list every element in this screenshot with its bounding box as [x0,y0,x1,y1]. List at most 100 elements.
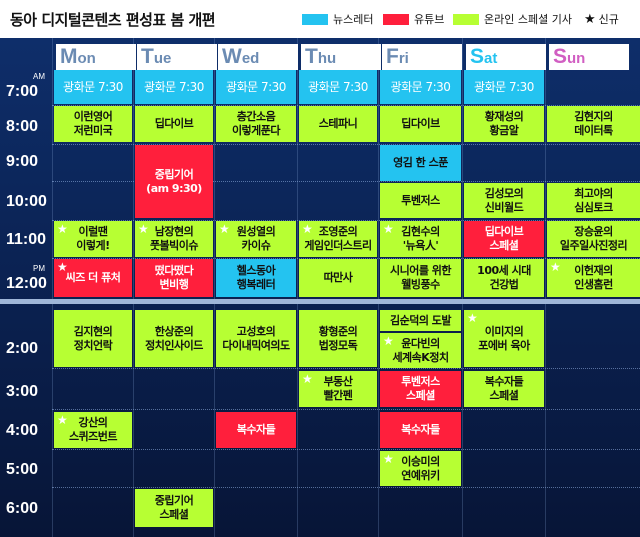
program-block[interactable]: ★ 조영준의 게임인더스트리 [299,221,377,257]
time-label: 11:00 [6,231,47,248]
program-block[interactable]: 황재성의 황금알 [464,106,544,142]
program-block[interactable]: ★ 원성열의 카이슈 [216,221,296,257]
legend-label: 유튜브 [414,13,445,26]
program-block[interactable]: 딥다이브 [135,106,213,142]
day-header-sat: Sat [466,44,546,70]
program-block[interactable]: 층간소음 이렇게푼다 [216,106,296,142]
time-label: 10:00 [6,193,47,210]
program-block[interactable]: 시니어를 위한 웰빙풍수 [380,259,461,297]
program-block[interactable]: 헬스동아 행복레터 [216,259,296,297]
program-block[interactable]: ★ 남장현의 풋볼빅이슈 [135,221,213,257]
legend-label: 뉴스레터 [333,13,374,26]
program-block[interactable]: 광화문 7:30 [299,70,377,104]
legend-item-youtube: 유튜브 [383,11,444,27]
time-label: 4:00 [6,422,39,439]
program-block[interactable]: 고성호의 다이내믹여의도 [216,310,296,367]
column-divider [545,38,546,537]
time-label: 7:00 [6,83,39,100]
program-block[interactable]: 광화문 7:30 [464,70,544,104]
time-label: 12:00 [6,275,47,292]
program-block[interactable]: 김지현의 정치언락 [54,310,132,367]
program-block[interactable]: 중립기어 (am 9:30) [135,145,213,218]
legend-item-online-special: 온라인 스페셜 기사 [453,11,572,27]
page-title: 동아 디지털콘텐츠 편성표 봄 개편 [10,11,216,29]
star-icon: ★ [219,222,230,236]
program-block[interactable]: 영김 한 스푼 [380,145,461,181]
program-block[interactable]: 딥다이브 [380,106,461,142]
program-block[interactable]: 스테파니 [299,106,377,142]
star-icon: ★ [383,452,394,466]
star-icon: ★ [383,334,394,348]
program-block[interactable]: ★ 부동산 빨간펜 [299,371,377,407]
time-label: 3:00 [6,383,39,400]
hour-line [52,449,640,450]
star-icon: ★ [302,222,313,236]
program-block[interactable]: 복수자들 [380,412,461,448]
column-divider [133,38,134,537]
program-block[interactable]: 100세 시대 건강법 [464,259,544,297]
program-block[interactable]: 복수자들 스페셜 [464,371,544,407]
program-block[interactable]: ★ 이헌재의 인생홈런 [547,259,640,297]
program-block[interactable]: 김성모의 신비월드 [464,183,544,218]
program-block[interactable]: 중립기어 스페셜 [135,489,213,527]
program-block[interactable]: ★ 윤다빈의 세계속K정치 [380,333,461,368]
time-label: 2:00 [6,340,39,357]
program-block[interactable]: 이런영어 저런미국 [54,106,132,142]
legend-item-newsletter: 뉴스레터 [302,11,373,27]
star-icon: ★ [57,222,68,236]
legend-label: 신규 [598,13,619,26]
day-header-tue: Tue [137,44,217,70]
time-label: 9:00 [6,153,39,170]
program-block[interactable]: 장승윤의 일주일사진정리 [547,221,640,257]
legend-swatch-cyan [302,13,328,25]
schedule-grid: Mon Tue Wed Thu Fri Sat Sun AM 7:00 8:00… [0,38,640,537]
program-block[interactable]: 떴다떴다 변비행 [135,259,213,297]
program-block[interactable]: ★ 이럴땐 이렇게! [54,221,132,257]
hour-line [52,409,640,410]
program-block[interactable]: 투벤저스 [380,183,461,218]
program-block[interactable]: 따만사 [299,259,377,297]
program-block[interactable]: 한상준의 정치인사이드 [135,310,213,367]
program-block[interactable]: ★ 김현수의 '뉴욕人' [380,221,461,257]
program-block[interactable]: 딥다이브 스페셜 [464,221,544,257]
star-icon: ★ [302,372,313,386]
program-block[interactable]: 광화문 7:30 [54,70,132,104]
hour-line [52,487,640,488]
hour-line [52,105,640,106]
program-block[interactable]: 투벤저스 스페셜 [380,371,461,407]
star-icon: ★ [57,413,68,427]
star-icon: ★ [57,260,68,274]
program-block[interactable]: 복수자들 [216,412,296,448]
legend-swatch-red [383,13,409,25]
day-header-wed: Wed [218,44,298,70]
star-icon: ★ [584,11,596,27]
star-icon: ★ [467,311,478,325]
program-block[interactable]: 광화문 7:30 [380,70,461,104]
legend-swatch-green [453,13,479,25]
program-block[interactable]: 광화문 7:30 [135,70,213,104]
program-block[interactable]: 김현지의 데이터톡 [547,106,640,142]
program-block[interactable]: ★ 이승미의 연예위키 [380,451,461,486]
program-block[interactable]: 광화문 7:30 [216,70,296,104]
program-block[interactable]: 최고야의 심심토크 [547,183,640,218]
ampm-label: AM [33,72,45,81]
hour-line [52,258,640,259]
day-header-sun: Sun [549,44,629,70]
header: 동아 디지털콘텐츠 편성표 봄 개편 뉴스레터 유튜브 온라인 스페셜 기사 ★… [0,0,640,38]
program-block[interactable]: ★ 씨즈 더 퓨처 [54,259,132,297]
program-block[interactable]: ★ 이미지의 포에버 육아 [464,310,544,367]
day-header-fri: Fri [382,44,462,70]
ampm-label: PM [33,264,45,273]
time-label: 5:00 [6,461,39,478]
time-label: 6:00 [6,500,39,517]
program-block[interactable]: 김순덕의 도발 [380,310,461,331]
program-block[interactable]: ★ 강산의 스퀴즈번트 [54,412,132,448]
column-divider [462,38,463,537]
program-block[interactable]: 황형준의 법정모독 [299,310,377,367]
hour-line [52,181,640,182]
hour-line [52,144,640,145]
hour-line [52,368,640,369]
star-icon: ★ [138,222,149,236]
column-divider [297,38,298,537]
star-icon: ★ [383,222,394,236]
